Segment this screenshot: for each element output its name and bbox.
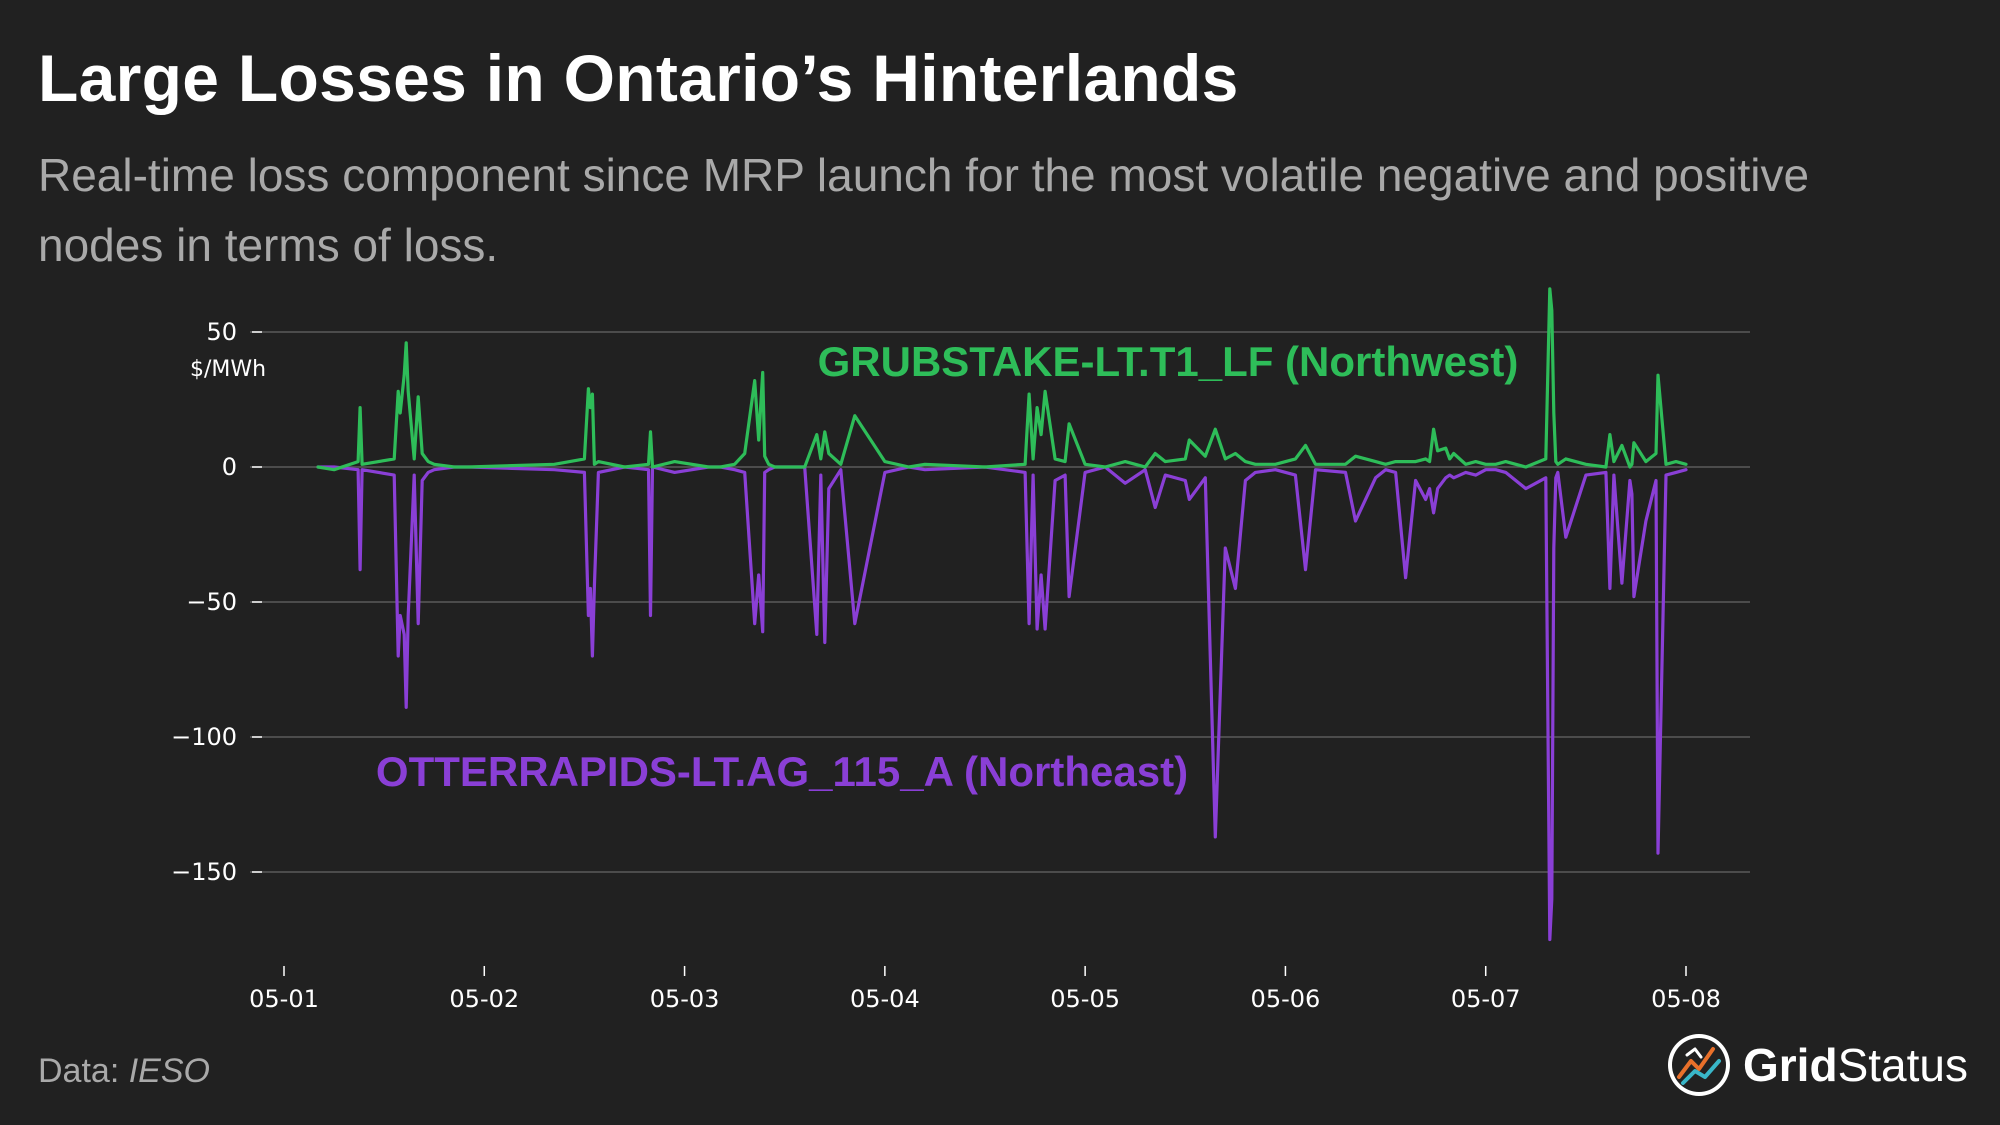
x-tick-label: 05-01 <box>249 985 319 1013</box>
x-tick-label: 05-02 <box>449 985 519 1013</box>
series-lines <box>316 287 1688 942</box>
x-tick-label: 05-05 <box>1050 985 1120 1013</box>
data-source-prefix: Data: <box>38 1052 129 1090</box>
chart-title: Large Losses in Ontario’s Hinterlands <box>38 41 1239 115</box>
y-axis-ticks: 50 0 −50 −100 −150 <box>171 318 262 886</box>
brand-name: GridStatus <box>1743 1039 1968 1091</box>
data-source-name: IESO <box>128 1052 210 1090</box>
y-tick-label: 0 <box>222 453 237 481</box>
gridstatus-logo-icon <box>1668 1034 1730 1096</box>
y-tick-label: −150 <box>171 858 237 886</box>
brand-logo-lockup: GridStatus <box>1665 1030 1968 1100</box>
x-tick-label: 05-04 <box>850 985 920 1013</box>
data-source: Data: IESO <box>38 1052 210 1091</box>
line-chart: 500−50−100−150 $/MWh 05-01 05-02 05-03 05-0… <box>171 287 1750 1013</box>
x-tick-label: 05-06 <box>1251 985 1321 1013</box>
y-tick-label: −100 <box>171 723 237 751</box>
series-label-otterrapids: OTTERRAPIDS-LT.AG_115_A (Northeast) <box>376 748 1188 795</box>
x-tick-label: 05-08 <box>1651 985 1721 1013</box>
series-line-grubstake <box>316 287 1688 472</box>
x-axis-ticks: 05-01 05-02 05-03 05-04 05-05 05-06 05-07 05-08 <box>249 966 1721 1013</box>
y-tick-label: −50 <box>186 588 237 616</box>
x-tick-label: 05-03 <box>650 985 720 1013</box>
chart-subtitle: Real-time loss component since MRP launc… <box>38 149 1810 271</box>
series-line-otterrapids <box>316 465 1688 942</box>
y-axis-unit-label: $/MWh <box>190 357 266 382</box>
y-tick-label: 50 <box>206 318 237 346</box>
x-tick-label: 05-07 <box>1451 985 1521 1013</box>
series-label-grubstake: GRUBSTAKE-LT.T1_LF (Northwest) <box>818 338 1519 385</box>
